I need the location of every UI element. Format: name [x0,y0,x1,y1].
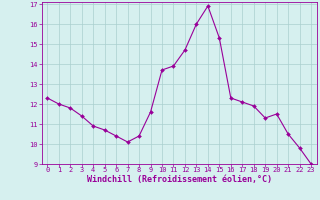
X-axis label: Windchill (Refroidissement éolien,°C): Windchill (Refroidissement éolien,°C) [87,175,272,184]
